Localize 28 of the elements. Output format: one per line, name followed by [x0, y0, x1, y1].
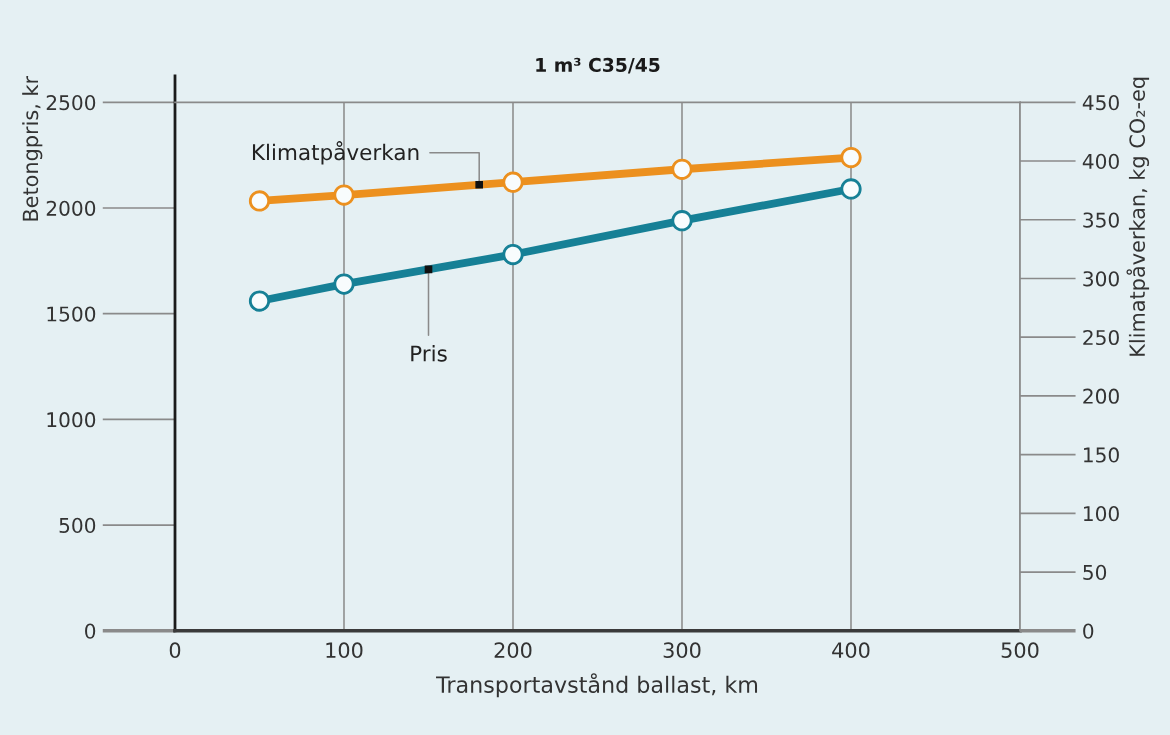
y2-tick-label: 250	[1083, 329, 1119, 346]
y2-tick-label: 150	[1084, 447, 1119, 463]
y-tick-label: 2500	[46, 95, 96, 111]
y-tick-label: 0	[85, 623, 96, 639]
y-tick-label: 1000	[47, 412, 96, 428]
x-tick-label: 500	[1001, 642, 1039, 659]
y-tick-label: 2000	[46, 200, 96, 216]
y2-tick-label: 300	[1083, 271, 1119, 287]
x-tick-label: 200	[494, 642, 532, 659]
text: Pris	[411, 345, 447, 362]
y-axis-title: Betongpris, kr	[22, 75, 43, 221]
y2-tick-label: 350	[1083, 212, 1119, 228]
x-tick-label: 300	[663, 642, 701, 659]
chart-title: 1 m³ C35/45	[536, 57, 660, 74]
x-tick-label: 400	[832, 642, 870, 659]
y-tick-label: 500	[59, 517, 96, 534]
y2-tick-label: 50	[1083, 564, 1107, 580]
series-label: Klimatpåverkan	[252, 141, 419, 165]
y-tick-label: 1500	[47, 306, 96, 322]
y2-axis-title: Klimatpåverkan, kg CO₂-eq	[1126, 77, 1150, 356]
x-tick-label: 100	[326, 642, 363, 659]
y2-tick-label: 100	[1084, 506, 1119, 522]
y2-tick-label: 450	[1082, 95, 1119, 111]
x-axis-title: Transportavstånd ballast, km	[436, 673, 758, 698]
y2-tick-label: 400	[1082, 153, 1119, 169]
y2-tick-label: 0	[1083, 623, 1094, 639]
y2-tick-label: 200	[1083, 388, 1119, 404]
x-tick-label: 0	[169, 642, 181, 659]
